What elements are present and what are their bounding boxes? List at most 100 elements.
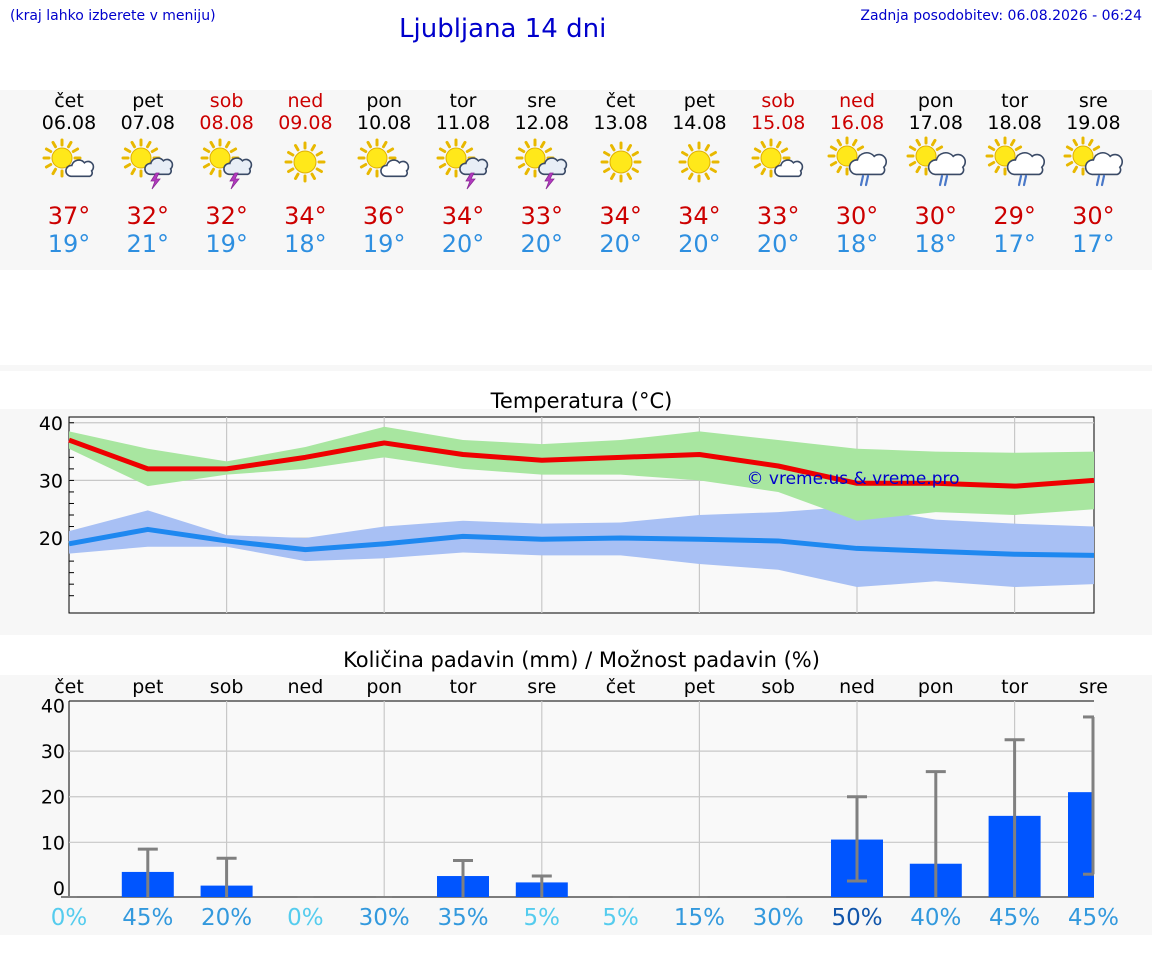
sun-ray xyxy=(710,167,718,173)
sun-ray xyxy=(780,147,789,153)
day-date: 17.08 xyxy=(908,112,963,134)
temp-min: 21° xyxy=(126,230,170,258)
sun-ray xyxy=(829,145,838,151)
sun-ray xyxy=(688,172,694,180)
sun-ray xyxy=(681,167,689,173)
forecast-day: čet 13.08 34° 20° xyxy=(576,90,666,258)
sun-ray xyxy=(44,147,53,153)
y-tick-label: 10 xyxy=(41,832,65,854)
sun-ray xyxy=(316,167,324,173)
sun-ray xyxy=(631,151,639,157)
sun-rain-icon xyxy=(985,136,1045,187)
temperature-chart-title: Temperatura (°C) xyxy=(490,389,673,413)
day-name: sob xyxy=(209,90,244,112)
day-name: sob xyxy=(761,90,795,112)
sun-ray xyxy=(438,163,447,169)
sun-ray xyxy=(1066,145,1074,151)
sun-ray xyxy=(209,167,215,176)
sun-disc xyxy=(445,147,467,169)
x-category-label: ned xyxy=(839,676,875,698)
temp-min: 20° xyxy=(599,230,642,258)
sun-ray xyxy=(609,144,616,152)
x-category-label: tor xyxy=(450,676,477,698)
cloud xyxy=(927,152,966,176)
location-hint: (kraj lahko izberete v meniju) xyxy=(10,8,216,24)
forecast-day: tor 11.08 34° 20° xyxy=(418,90,508,258)
sun-ray xyxy=(760,167,767,176)
day-date: 12.08 xyxy=(514,112,569,134)
cloud xyxy=(1006,152,1045,176)
max-temperature-range-band xyxy=(69,426,1094,521)
cloud xyxy=(848,152,888,176)
sun-ray xyxy=(539,140,546,149)
temp-max: 30° xyxy=(835,202,879,230)
forecast-day: sob 08.08 32° 19° xyxy=(182,90,272,258)
temp-max: 34° xyxy=(599,202,642,230)
sun-disc xyxy=(524,147,546,169)
day-date: 08.08 xyxy=(199,112,254,134)
forecast-day: ned 16.08 30° 18° xyxy=(812,90,902,258)
sun-ray xyxy=(130,167,136,176)
sun-ray xyxy=(987,161,995,167)
sun-ray xyxy=(202,163,210,169)
temp-min: 20° xyxy=(678,230,721,258)
sun-disc xyxy=(366,147,388,169)
sun-ray xyxy=(71,147,80,153)
sun-ray xyxy=(366,140,373,149)
min-temperature-line xyxy=(68,526,1095,558)
sun-ray xyxy=(123,163,132,169)
sun-ray xyxy=(544,147,552,153)
sun-ray xyxy=(445,167,451,176)
sun-ray xyxy=(44,163,53,169)
day-date: 10.08 xyxy=(356,112,412,134)
sun-ray xyxy=(754,163,762,169)
day-date: 15.08 xyxy=(750,112,806,134)
temp-max: 34° xyxy=(678,202,721,230)
sun-ray xyxy=(294,172,300,180)
sun-ray xyxy=(908,161,917,167)
sun-ray xyxy=(829,161,838,167)
sun-ray xyxy=(609,172,616,180)
sun-ray xyxy=(145,140,152,149)
sun-cloud-icon xyxy=(751,138,804,178)
sun-ray xyxy=(386,147,395,153)
sun-ray xyxy=(310,172,317,180)
sun-disc xyxy=(130,147,152,169)
sun-ray xyxy=(704,144,711,152)
sun-ray xyxy=(987,145,995,151)
sun-rain-icon xyxy=(827,136,888,187)
bolt xyxy=(465,172,476,190)
raindrop xyxy=(864,174,870,187)
day-name: pet xyxy=(683,90,715,112)
forecast-day: čet 06.08 37° 19° xyxy=(24,90,114,258)
cloud xyxy=(459,157,489,176)
sun-ray xyxy=(202,147,210,153)
temp-max: 29° xyxy=(993,202,1036,230)
cloud xyxy=(222,157,252,176)
sun-ray xyxy=(517,163,526,169)
sun-ray xyxy=(1093,145,1101,151)
sun-disc xyxy=(687,150,711,174)
y-tick-label: 30 xyxy=(39,470,63,492)
sun-ray xyxy=(935,145,943,151)
sun-thunder-icon xyxy=(121,138,173,190)
sun-ray xyxy=(224,140,231,149)
sun-cloud-icon xyxy=(357,138,410,178)
temp-min: 17° xyxy=(1072,230,1115,258)
sun-ray xyxy=(360,163,368,169)
day-name: tor xyxy=(449,90,477,112)
sun-ray xyxy=(836,138,842,147)
sun-disc xyxy=(51,147,73,169)
x-category-label: pet xyxy=(132,676,163,698)
temp-max: 37° xyxy=(47,202,91,230)
raindrop xyxy=(943,174,948,187)
x-category-label: sre xyxy=(527,676,556,698)
sun-ray xyxy=(908,145,917,151)
sun-ray xyxy=(517,147,526,153)
bolt xyxy=(228,172,240,190)
temp-min: 18° xyxy=(914,230,958,258)
sun-disc xyxy=(209,147,231,169)
day-name: sre xyxy=(527,90,557,112)
day-name: pet xyxy=(132,90,164,112)
day-date: 18.08 xyxy=(987,112,1042,134)
